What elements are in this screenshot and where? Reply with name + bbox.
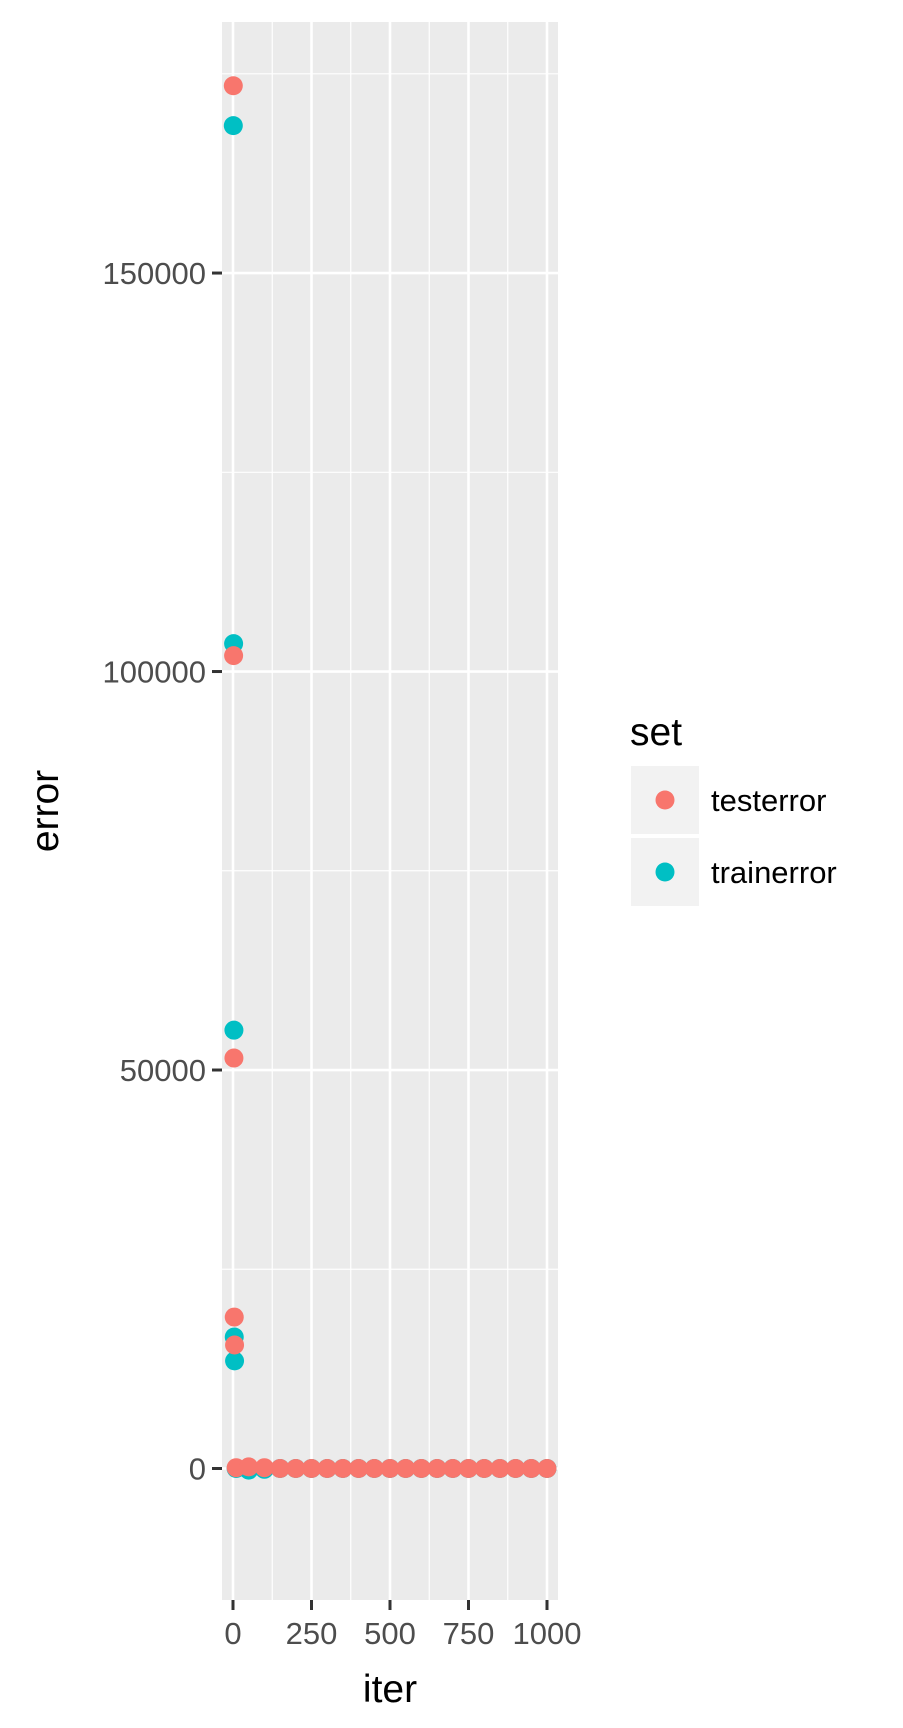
point-testerror xyxy=(396,1459,416,1478)
point-testerror xyxy=(224,646,244,666)
x-axis: 0 250 500 750 1000 xyxy=(224,1600,581,1651)
point-testerror xyxy=(443,1459,463,1478)
point-testerror xyxy=(490,1459,510,1478)
point-testerror xyxy=(224,1307,244,1327)
legend-label-testerror: testerror xyxy=(711,783,826,818)
y-axis: 0 50000 100000 150000 xyxy=(103,256,222,1487)
point-testerror xyxy=(349,1459,369,1478)
y-tick-label: 0 xyxy=(189,1452,206,1487)
point-testerror xyxy=(239,1457,259,1477)
data-points xyxy=(223,76,557,1480)
point-trainerror xyxy=(224,1020,244,1040)
point-testerror xyxy=(521,1459,541,1478)
x-tick-label: 500 xyxy=(364,1616,416,1651)
point-testerror xyxy=(317,1459,337,1478)
legend-title: set xyxy=(630,711,682,754)
point-testerror xyxy=(270,1459,290,1478)
point-testerror xyxy=(364,1459,384,1478)
point-testerror xyxy=(506,1459,526,1478)
point-testerror xyxy=(474,1459,494,1478)
y-tick-label: 150000 xyxy=(103,256,206,291)
point-trainerror xyxy=(225,1351,245,1371)
legend-swatch-trainerror xyxy=(655,862,675,882)
point-testerror xyxy=(459,1459,479,1478)
x-tick-label: 0 xyxy=(224,1616,241,1651)
point-testerror xyxy=(427,1459,447,1478)
point-testerror xyxy=(333,1459,353,1478)
legend-swatch-testerror xyxy=(655,790,675,810)
point-testerror xyxy=(411,1459,431,1478)
legend-label-trainerror: trainerror xyxy=(711,855,837,890)
legend: set testerror trainerror xyxy=(630,711,837,906)
point-testerror xyxy=(301,1459,321,1478)
y-axis-title: error xyxy=(24,770,67,852)
y-tick-label: 100000 xyxy=(103,655,206,690)
point-testerror xyxy=(224,1048,244,1068)
point-trainerror xyxy=(223,116,243,136)
x-tick-label: 750 xyxy=(443,1616,495,1651)
x-tick-label: 1000 xyxy=(513,1616,582,1651)
point-testerror xyxy=(380,1459,400,1478)
point-testerror xyxy=(537,1459,557,1478)
legend-items: testerror trainerror xyxy=(631,766,837,906)
x-axis-title: iter xyxy=(363,1668,417,1711)
point-testerror xyxy=(223,76,243,96)
y-tick-label: 50000 xyxy=(120,1053,206,1088)
x-tick-label: 250 xyxy=(286,1616,338,1651)
point-testerror xyxy=(286,1459,306,1478)
point-testerror xyxy=(254,1458,274,1478)
point-testerror xyxy=(225,1335,245,1355)
